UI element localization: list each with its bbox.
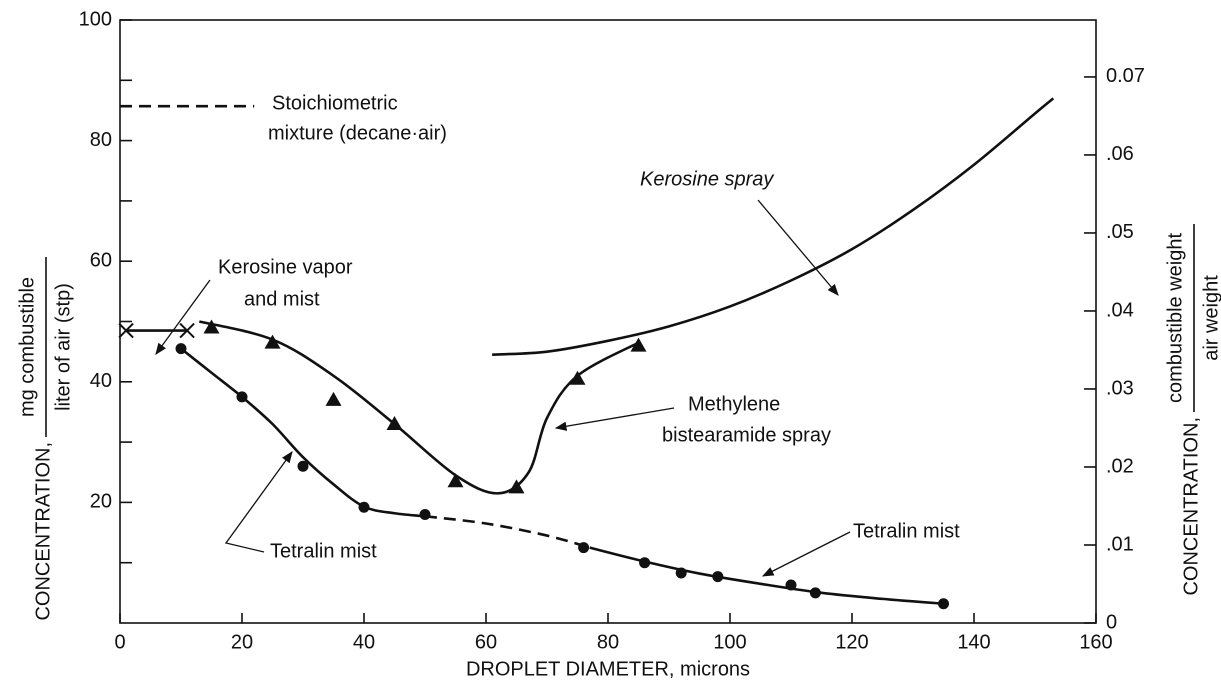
- data-point: [447, 473, 464, 488]
- y2-tick-label: .01: [1106, 533, 1134, 555]
- y-tick-label: 40: [90, 370, 112, 392]
- y2-tick-label: .05: [1106, 221, 1134, 243]
- y2-tick-label: 0: [1106, 611, 1117, 633]
- y-tick-label: 80: [90, 129, 112, 151]
- y-label-numerator: mg combustible: [16, 277, 38, 417]
- annotation: Stoichiometric: [272, 92, 398, 114]
- data-point: [569, 370, 586, 385]
- annotation: Tetralin mist: [853, 520, 960, 542]
- curve: [492, 97, 1055, 356]
- data-point: [297, 460, 309, 472]
- x-tick-label: 40: [353, 631, 375, 653]
- x-tick-label: 100: [713, 631, 746, 653]
- curve: [589, 546, 944, 605]
- x-axis-label: DROPLET DIAMETER, microns: [466, 658, 750, 680]
- x-tick-label: 80: [597, 631, 619, 653]
- y2-label-numerator: combustible weight: [1164, 233, 1186, 404]
- y-tick-label: 100: [79, 8, 112, 30]
- y2-tick-label: .04: [1106, 299, 1134, 321]
- annotation-arrow: [757, 199, 839, 296]
- annotation: Kerosine spray: [640, 168, 774, 190]
- curve: [424, 514, 591, 549]
- annotation: Methylene: [688, 393, 780, 415]
- annotation: and mist: [244, 288, 320, 310]
- y2-tick-label: .03: [1106, 377, 1134, 399]
- y2-axis-label: CONCENTRATION, combustible weight air we…: [1164, 224, 1221, 596]
- y2-label-prefix: CONCENTRATION,: [1180, 417, 1202, 596]
- annotation-arrow: [761, 531, 851, 577]
- x-tick-label: 120: [835, 631, 868, 653]
- annotation-arrow: [554, 407, 675, 431]
- annotation: Tetralin mist: [270, 540, 377, 562]
- y-label-prefix: CONCENTRATION,: [32, 442, 54, 621]
- annotation-arrow: [155, 279, 211, 355]
- y2-tick-label: .06: [1106, 143, 1134, 165]
- data-point: [419, 508, 431, 520]
- x-tick-label: 20: [231, 631, 253, 653]
- x-tick-label: 60: [475, 631, 497, 653]
- y-label-denominator: liter of air (stp): [52, 283, 74, 411]
- x-tick-label: 160: [1079, 631, 1112, 653]
- curve: [180, 347, 426, 518]
- y2-label-denominator: air weight: [1200, 275, 1221, 361]
- data-point: [325, 391, 342, 406]
- x-tick-label: 0: [114, 631, 125, 653]
- y2-tick-label: .02: [1106, 455, 1134, 477]
- annotation-arrow: [224, 451, 293, 553]
- annotation: bistearamide spray: [662, 424, 831, 446]
- x-tick-label: 140: [957, 631, 990, 653]
- curve: [198, 320, 640, 495]
- annotation: mixture (decane·air): [268, 122, 447, 144]
- data-point: [264, 334, 281, 349]
- y2-tick-label: 0.07: [1106, 65, 1145, 87]
- data-point: [630, 337, 647, 352]
- y-tick-label: 20: [90, 491, 112, 513]
- annotation: Kerosine vapor: [218, 256, 353, 278]
- y-tick-label: 60: [90, 249, 112, 271]
- data-point: [203, 319, 220, 334]
- y-axis-label: CONCENTRATION, mg combustible liter of a…: [16, 257, 74, 621]
